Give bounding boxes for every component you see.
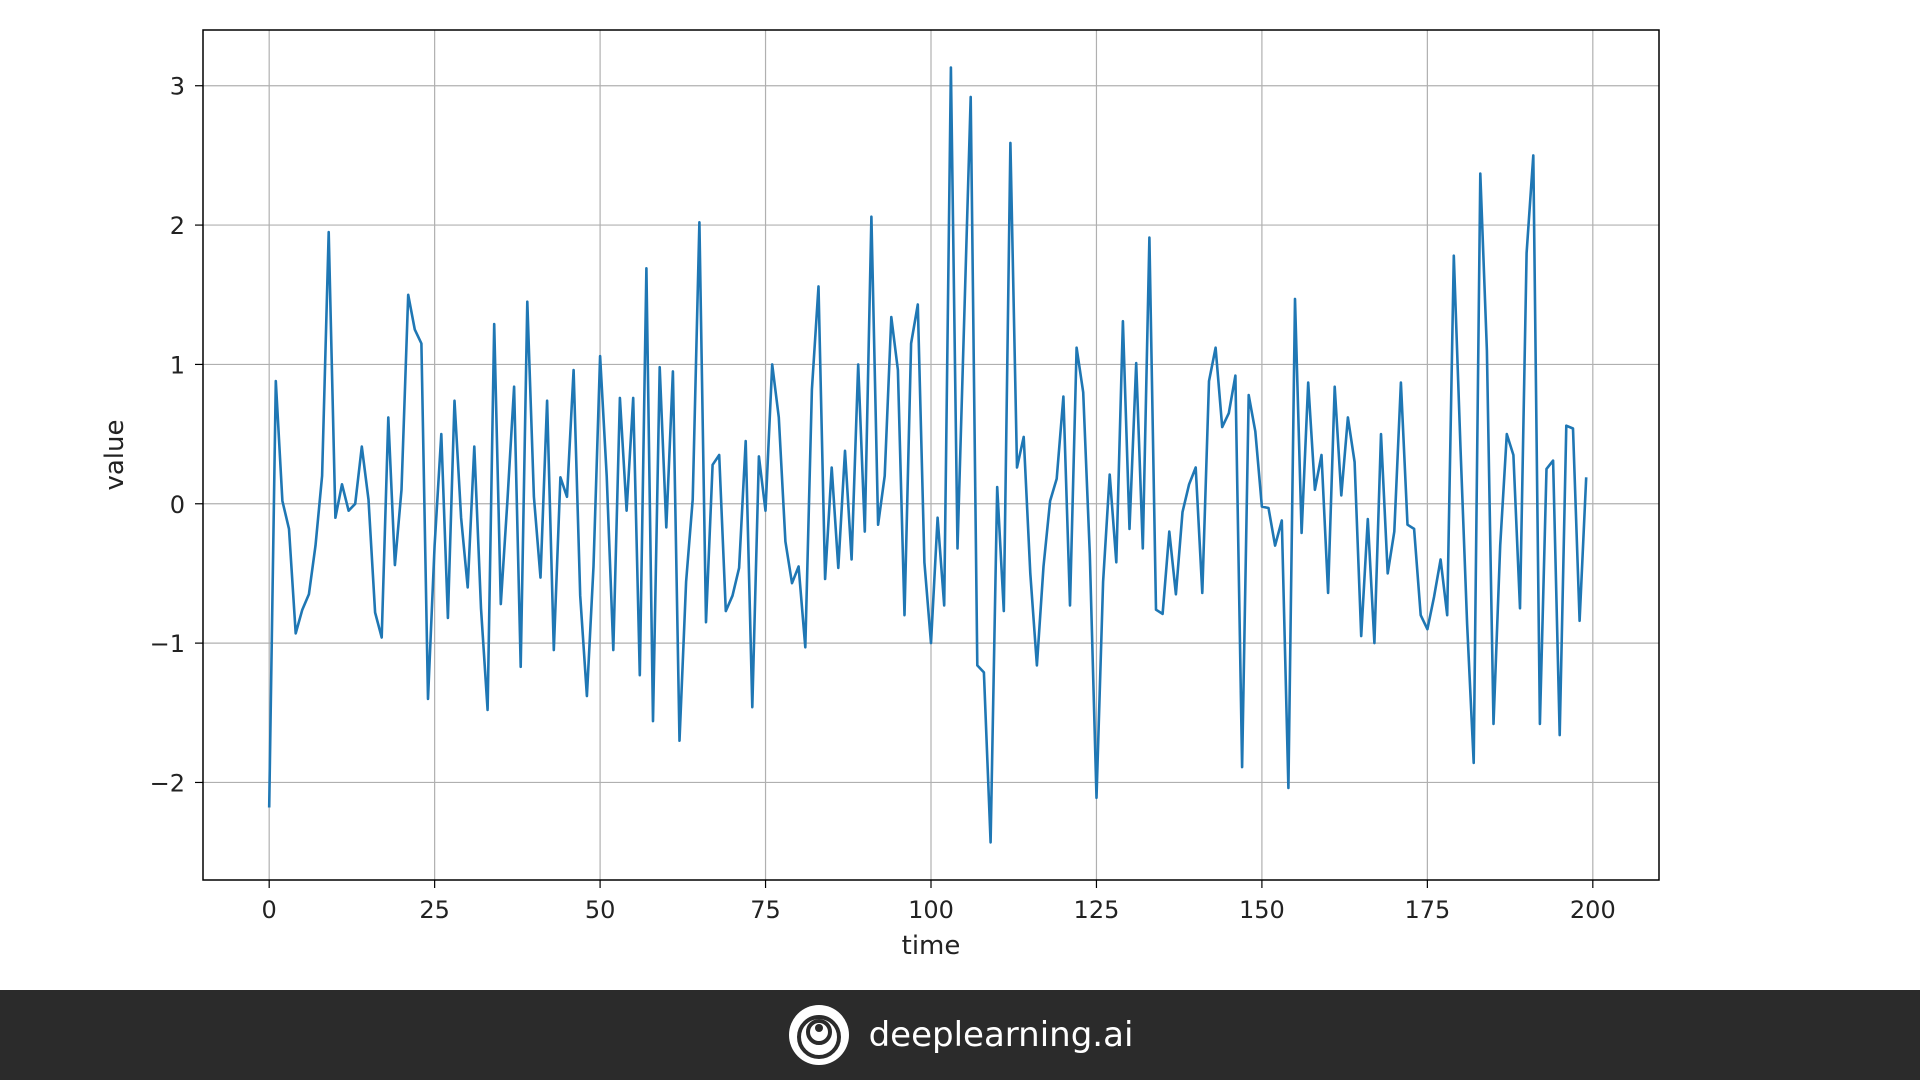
footer-bar: deeplearning.ai <box>0 990 1920 1080</box>
brand-name: deeplearning.ai <box>868 1015 1134 1055</box>
x-tick-label: 125 <box>1074 896 1120 924</box>
y-tick-label: 1 <box>170 351 185 379</box>
y-tick-label: 3 <box>170 73 185 101</box>
ticks: 0 25 50 75 100 125 150 175 200 −2 −1 0 1 2 3 <box>150 73 1616 924</box>
line-chart: 0 25 50 75 100 125 150 175 200 −2 −1 0 1 2 3 time valu… <box>100 29 1660 961</box>
x-tick-label: 25 <box>419 896 450 924</box>
deeplearning-logo-icon <box>788 1005 849 1065</box>
x-tick-label: 50 <box>585 896 616 924</box>
x-tick-label: 75 <box>750 896 781 924</box>
series-layer <box>267 66 1588 844</box>
x-tick-label: 150 <box>1239 896 1285 924</box>
x-tick-label: 0 <box>262 896 277 924</box>
brand[interactable]: deeplearning.ai <box>787 1003 1134 1067</box>
x-tick-label: 100 <box>908 896 954 924</box>
y-tick-label: −2 <box>150 769 185 797</box>
x-tick-label: 175 <box>1404 896 1450 924</box>
x-axis-label: time <box>902 931 961 961</box>
y-axis-label: value <box>100 419 130 490</box>
grid <box>203 30 1659 880</box>
chart-area: 0 25 50 75 100 125 150 175 200 −2 −1 0 1 2 3 time valu… <box>100 29 1660 961</box>
x-tick-label: 200 <box>1570 896 1616 924</box>
series-line <box>267 66 1588 844</box>
y-tick-label: −1 <box>150 630 185 658</box>
y-tick-label: 0 <box>170 491 185 519</box>
y-tick-label: 2 <box>170 212 185 240</box>
